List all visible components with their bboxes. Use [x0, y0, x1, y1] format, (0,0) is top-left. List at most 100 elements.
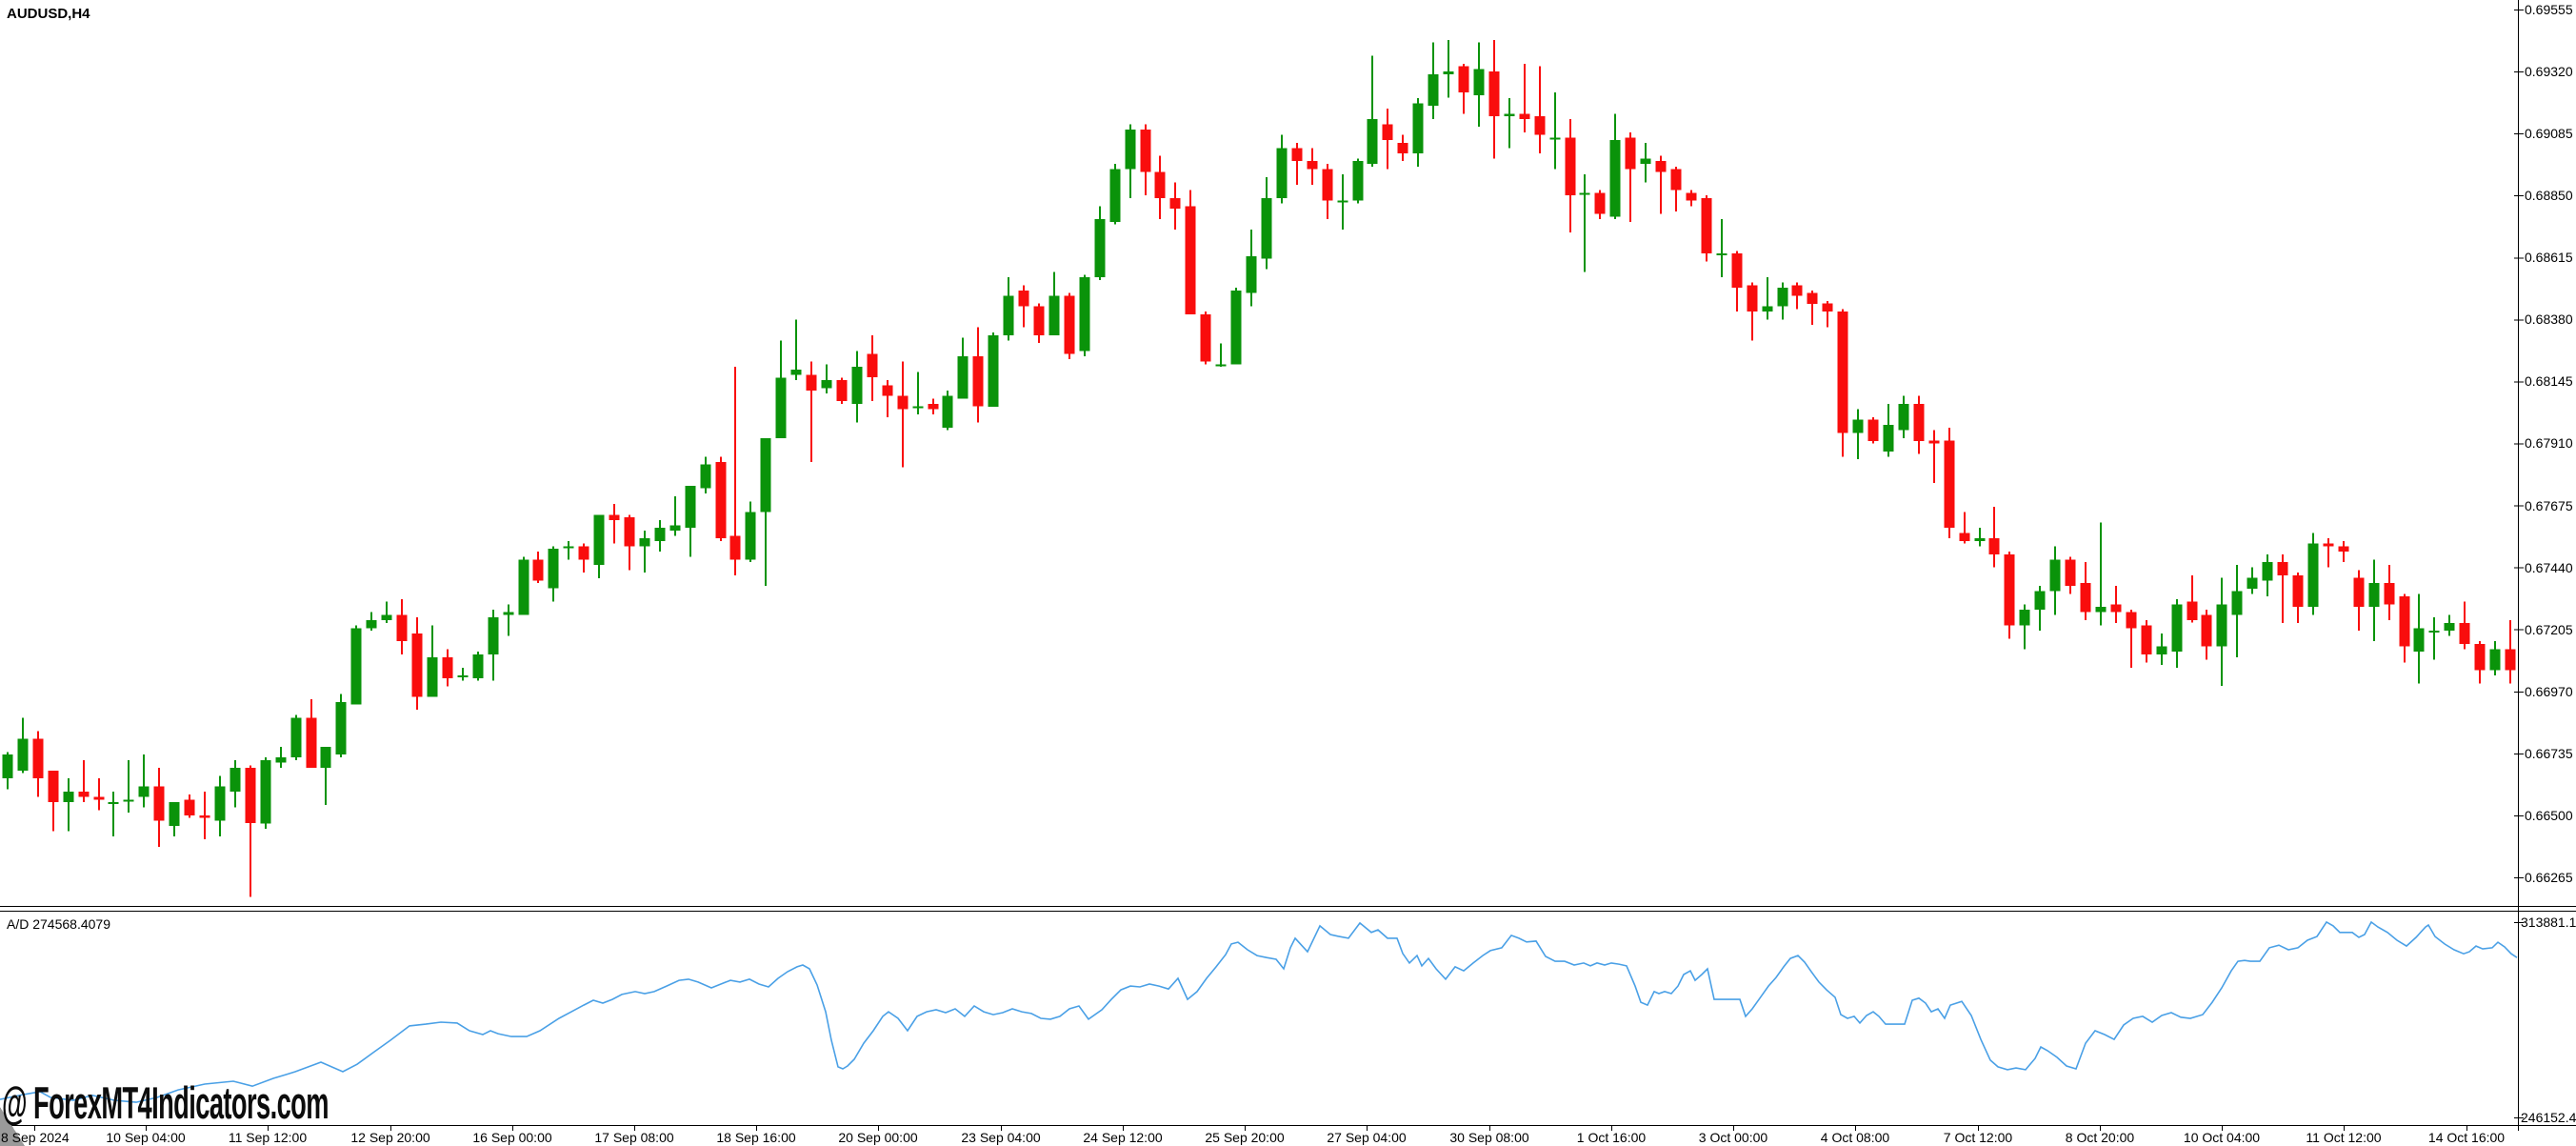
symbol-timeframe-label: AUDUSD,H4 — [7, 6, 90, 22]
candle — [1625, 131, 1636, 222]
candle — [1322, 164, 1333, 220]
candle — [1337, 174, 1348, 231]
candle — [78, 759, 90, 803]
candle — [2216, 577, 2227, 687]
candle — [2231, 564, 2243, 657]
candle — [1716, 219, 1727, 277]
candle — [745, 501, 756, 563]
time-axis-label: 20 Sep 00:00 — [838, 1130, 918, 1145]
candle — [411, 617, 423, 711]
candle — [821, 364, 832, 393]
candle — [1397, 134, 1408, 162]
candle — [1504, 97, 1515, 149]
candle — [548, 546, 559, 602]
candle — [2262, 553, 2273, 597]
candle — [775, 340, 787, 438]
indicator-axis-label: 246152.4 — [2521, 1110, 2576, 1125]
time-axis-label: 16 Sep 00:00 — [472, 1130, 552, 1145]
candle — [639, 530, 650, 573]
candle — [1549, 92, 1561, 170]
price-axis-label: 0.67910 — [2525, 435, 2573, 452]
candle — [2368, 559, 2380, 642]
indicator-axis-label: 313881.1 — [2521, 915, 2576, 930]
candle — [17, 717, 29, 774]
price-axis-label: 0.69555 — [2525, 2, 2573, 17]
corner-logo-triangle — [0, 1107, 25, 1146]
candle — [1200, 312, 1211, 365]
candle — [882, 380, 893, 417]
candle — [1747, 282, 1758, 341]
candle — [275, 746, 287, 769]
candle — [1640, 142, 1651, 183]
candle — [2201, 609, 2212, 660]
candle — [790, 319, 802, 381]
candle — [1519, 63, 1530, 132]
candle — [1670, 166, 1682, 211]
indicator-value-label: A/D 274568.4079 — [7, 916, 110, 932]
candle — [1109, 164, 1121, 225]
candle — [1048, 271, 1060, 335]
candle — [836, 377, 848, 404]
candle — [350, 625, 362, 705]
candle — [593, 514, 605, 578]
candle — [442, 649, 453, 687]
candle — [1534, 66, 1546, 153]
candle — [503, 604, 514, 636]
candle — [2459, 601, 2470, 650]
price-axis-label: 0.66500 — [2525, 807, 2573, 823]
candle — [1974, 528, 1986, 547]
candle — [2307, 533, 2319, 615]
candle — [928, 398, 939, 414]
candle — [1458, 63, 1469, 114]
candle — [306, 699, 317, 769]
time-axis-label: 1 Oct 16:00 — [1576, 1130, 1647, 1145]
candle — [427, 625, 438, 697]
candle — [1094, 206, 1106, 280]
time-axis-label: 25 Sep 20:00 — [1205, 1130, 1285, 1145]
candle — [2095, 522, 2107, 626]
price-axis-label: 0.66970 — [2525, 683, 2573, 699]
candle — [2399, 593, 2410, 663]
candle — [609, 504, 620, 544]
candle — [1140, 124, 1151, 196]
price-axis-label: 0.68850 — [2525, 188, 2573, 204]
candle — [1777, 282, 1788, 320]
time-axis-label: 11 Oct 12:00 — [2306, 1130, 2382, 1145]
candle — [108, 792, 119, 837]
candle — [2004, 552, 2015, 639]
candle — [1837, 309, 1848, 457]
candle — [2126, 609, 2137, 668]
time-axis-label: 17 Sep 08:00 — [594, 1130, 674, 1145]
time-axis-label: 27 Sep 04:00 — [1327, 1130, 1407, 1145]
candle — [624, 514, 635, 571]
time-axis-label: 8 Sep 2024 — [1, 1130, 70, 1145]
candle — [2141, 620, 2152, 663]
candle — [2505, 620, 2516, 684]
candle — [169, 802, 180, 837]
candle — [2413, 593, 2425, 684]
time-axis-label: 30 Sep 08:00 — [1449, 1130, 1529, 1145]
candle — [1064, 292, 1075, 359]
candle — [1246, 230, 1257, 307]
candle — [1367, 55, 1378, 167]
candle — [366, 612, 377, 632]
time-axis-label: 7 Oct 12:00 — [1943, 1130, 2013, 1145]
time-axis-label: 8 Oct 20:00 — [2065, 1130, 2135, 1145]
candle — [1003, 277, 1014, 341]
time-axis-label: 14 Oct 16:00 — [2427, 1130, 2506, 1145]
candle — [1443, 39, 1454, 98]
candle — [1230, 288, 1242, 365]
price-axis-label: 0.66265 — [2525, 869, 2573, 885]
candle — [1913, 395, 1925, 454]
candle — [2489, 641, 2501, 676]
candle — [518, 556, 529, 615]
candle — [988, 332, 999, 407]
candle — [2110, 586, 2122, 623]
candle — [1185, 190, 1196, 314]
time-axis-label: 10 Sep 04:00 — [106, 1130, 186, 1145]
candle — [1594, 190, 1606, 220]
candle — [669, 495, 681, 536]
candle — [2384, 564, 2395, 620]
candle — [2428, 617, 2440, 660]
